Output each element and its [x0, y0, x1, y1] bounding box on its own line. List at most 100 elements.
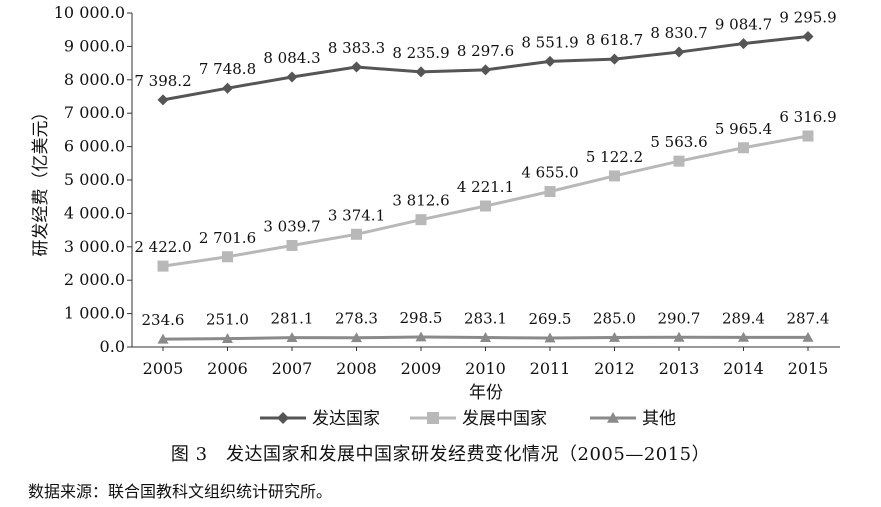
data-point	[480, 200, 491, 212]
x-tick-label: 2012	[594, 359, 635, 378]
data-point	[157, 94, 169, 106]
data-point	[609, 170, 620, 182]
data-label: 4 221.1	[457, 178, 514, 196]
data-label: 3 039.7	[263, 217, 320, 235]
x-tick-label: 2006	[207, 359, 248, 378]
data-label: 289.4	[722, 309, 765, 327]
data-label: 7 398.2	[134, 72, 191, 90]
chart-legend: 发达国家 发展中国家 其他	[260, 409, 676, 429]
data-point	[673, 155, 685, 167]
y-tick-label: 5 000.0	[64, 170, 125, 189]
y-tick-label: 10 000.0	[54, 3, 125, 22]
figure-caption: 图 3 发达国家和发展中国家研发经费变化情况（2005—2015）	[170, 444, 711, 465]
data-point	[480, 332, 491, 342]
x-tick-label: 2007	[272, 359, 313, 378]
x-tick-label: 2011	[530, 359, 571, 378]
data-point	[544, 55, 556, 67]
y-tick-label: 2 000.0	[64, 270, 125, 289]
legend-marker	[277, 412, 289, 424]
data-point	[157, 333, 169, 344]
x-tick-label: 2014	[723, 359, 764, 378]
data-point	[286, 71, 298, 83]
data-label: 8 297.6	[457, 42, 514, 60]
data-point	[609, 53, 620, 65]
y-tick-label: 0.0	[100, 337, 125, 356]
data-label: 287.4	[787, 309, 830, 327]
data-label: 2 422.0	[134, 238, 191, 256]
data-label: 4 655.0	[521, 164, 578, 182]
data-label: 6 316.9	[779, 108, 836, 126]
data-point	[802, 331, 814, 342]
y-tick-label: 8 000.0	[64, 70, 125, 89]
legend-label: 其他	[642, 409, 676, 429]
x-tick-label: 2015	[788, 359, 829, 378]
data-point	[673, 331, 685, 342]
data-point	[544, 186, 556, 198]
data-point	[480, 64, 491, 76]
chart-series	[157, 31, 814, 344]
data-point	[802, 130, 814, 142]
data-label: 8 383.3	[328, 39, 385, 57]
data-point	[544, 332, 556, 343]
data-label: 8 830.7	[650, 24, 707, 42]
x-tick-label: 2010	[465, 359, 506, 378]
legend-marker	[427, 412, 439, 424]
x-tick-label: 2009	[401, 359, 442, 378]
x-axis-ticks: 2005 2006 2007 2008 2009 2010 2011 2012 2013 2014…	[143, 347, 829, 378]
data-label: 283.1	[464, 310, 507, 328]
data-label: 8 551.9	[521, 33, 578, 51]
data-label: 9 084.7	[715, 16, 772, 34]
source-note: 数据来源：联合国教科文组织统计研究所。	[28, 482, 333, 501]
data-label: 5 563.6	[650, 133, 707, 151]
data-point	[222, 333, 233, 344]
legend-label: 发达国家	[312, 409, 380, 429]
data-label: 7 748.8	[199, 60, 256, 78]
y-tick-label: 1 000.0	[64, 304, 125, 323]
data-labels: 7 398.2 7 748.8 8 084.3 8 383.3 8 235.9 8 297…	[134, 9, 836, 330]
data-label: 290.7	[658, 309, 701, 327]
x-axis-title: 年份	[469, 383, 503, 403]
data-point	[738, 142, 749, 154]
y-axis-ticks: 0.0 1 000.0 2 000.0 3 000.0 4 000.0 5 000.0 6 …	[54, 3, 132, 356]
data-label: 298.5	[400, 309, 443, 327]
data-label: 269.5	[529, 310, 572, 328]
data-point	[222, 82, 233, 94]
data-label: 234.6	[142, 311, 185, 329]
data-label: 278.3	[335, 310, 378, 328]
data-point	[673, 46, 685, 58]
x-tick-label: 2005	[143, 359, 184, 378]
data-label: 281.1	[271, 310, 314, 328]
data-label: 251.0	[206, 311, 249, 329]
data-point	[351, 61, 362, 73]
data-point	[609, 331, 620, 342]
data-label: 3 374.1	[328, 206, 385, 224]
data-point	[286, 332, 298, 343]
data-point	[415, 66, 427, 78]
y-tick-label: 4 000.0	[64, 203, 125, 222]
y-axis-title: 研发经费（亿美元）	[31, 104, 51, 257]
y-tick-label: 6 000.0	[64, 137, 125, 156]
data-point	[351, 332, 362, 343]
data-label: 285.0	[593, 309, 636, 327]
data-point	[157, 260, 169, 272]
x-tick-label: 2008	[336, 359, 377, 378]
data-label: 9 295.9	[779, 9, 836, 27]
y-tick-label: 7 000.0	[64, 103, 125, 122]
legend-label: 发展中国家	[462, 409, 547, 429]
data-label: 8 235.9	[392, 44, 449, 62]
legend-marker	[607, 412, 619, 423]
y-tick-label: 3 000.0	[64, 237, 125, 256]
data-label: 5 965.4	[715, 120, 772, 138]
data-point	[415, 214, 427, 226]
data-label: 2 701.6	[199, 229, 256, 247]
data-label: 3 812.6	[392, 192, 449, 210]
data-point	[351, 228, 362, 240]
x-tick-label: 2013	[659, 359, 700, 378]
y-tick-label: 9 000.0	[64, 36, 125, 55]
data-label: 8 084.3	[263, 49, 320, 67]
data-label: 8 618.7	[586, 31, 643, 49]
data-point	[415, 331, 427, 342]
data-point	[222, 251, 233, 263]
data-point	[286, 239, 298, 251]
